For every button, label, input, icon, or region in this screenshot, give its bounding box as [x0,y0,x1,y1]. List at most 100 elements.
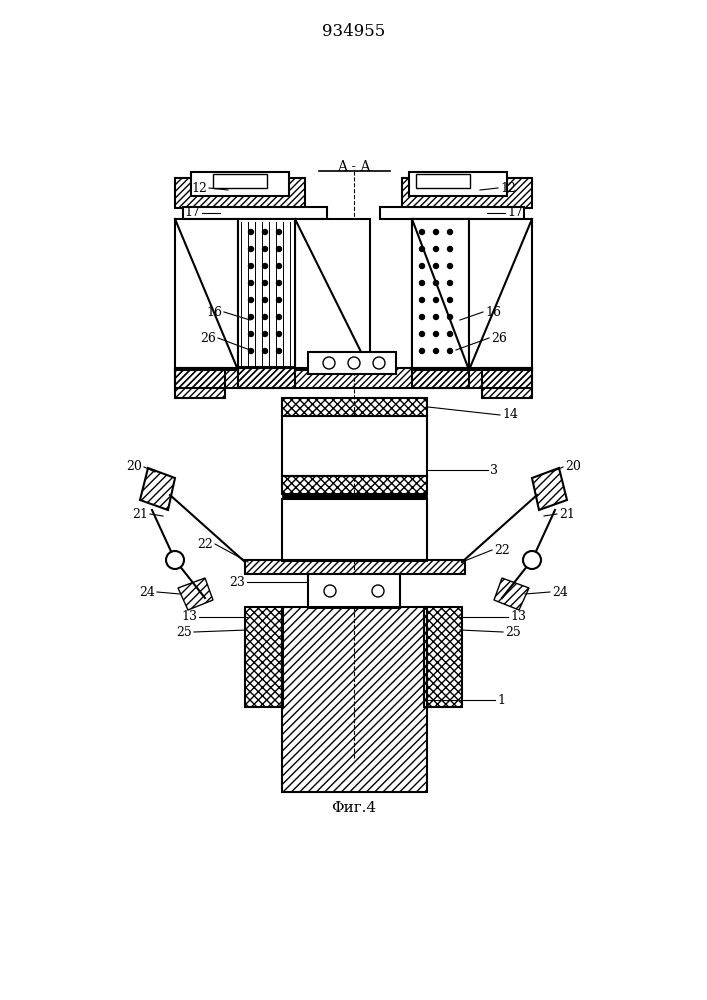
Circle shape [433,298,438,302]
Circle shape [448,246,452,251]
Circle shape [419,230,424,234]
Circle shape [419,349,424,354]
Bar [238,219,295,367]
Bar [282,416,427,476]
Text: 3: 3 [490,464,498,477]
Circle shape [248,349,254,354]
Circle shape [448,332,452,336]
Bar [238,368,295,388]
Circle shape [433,263,438,268]
Circle shape [419,332,424,336]
Circle shape [419,263,424,268]
Circle shape [276,332,281,336]
Bar [191,172,289,196]
Bar [412,368,469,388]
Text: 23: 23 [229,576,245,588]
Circle shape [248,246,254,251]
Circle shape [276,349,281,354]
Text: 20: 20 [565,460,581,474]
Bar [175,368,225,398]
Polygon shape [412,219,469,370]
Circle shape [276,280,281,286]
Circle shape [262,332,267,336]
Circle shape [248,332,254,336]
Circle shape [262,280,267,286]
Text: A - A: A - A [337,160,370,174]
Text: 26: 26 [491,332,507,344]
Circle shape [276,230,281,234]
Circle shape [448,298,452,302]
Bar [245,560,465,574]
Text: 17: 17 [184,207,200,220]
Text: 12: 12 [191,182,207,194]
Circle shape [419,246,424,251]
Circle shape [433,314,438,320]
Text: 14: 14 [502,408,518,422]
Bar [245,607,283,707]
Circle shape [433,280,438,286]
Circle shape [276,246,281,251]
Circle shape [262,246,267,251]
Bar [424,607,462,707]
Bar [183,207,327,219]
Text: 20: 20 [126,460,142,474]
Circle shape [419,298,424,302]
Bar [282,476,427,494]
Circle shape [373,357,385,369]
Bar [213,174,267,188]
Circle shape [248,298,254,302]
Circle shape [523,551,541,569]
Text: 1: 1 [497,694,505,706]
Text: 24: 24 [552,585,568,598]
Text: 21: 21 [559,508,575,520]
Circle shape [323,357,335,369]
Circle shape [248,230,254,234]
Bar [412,219,469,367]
Text: 17: 17 [507,207,523,220]
Circle shape [448,230,452,234]
Text: Φиг.4: Φиг.4 [332,801,377,815]
Circle shape [419,280,424,286]
Text: 16: 16 [206,306,222,318]
Bar [380,207,524,219]
Polygon shape [175,219,238,370]
Bar [402,178,532,208]
Circle shape [276,263,281,268]
Circle shape [262,230,267,234]
Bar [282,607,427,792]
Bar [308,574,400,608]
Bar [175,178,305,208]
Text: 24: 24 [139,585,155,598]
Text: 21: 21 [132,508,148,520]
Text: 22: 22 [494,544,510,556]
Text: 25: 25 [505,626,521,639]
Text: 26: 26 [200,332,216,344]
Circle shape [248,263,254,268]
Circle shape [433,230,438,234]
Circle shape [448,349,452,354]
Bar [482,368,532,398]
Circle shape [248,280,254,286]
Bar [308,352,396,374]
Polygon shape [469,219,532,370]
Text: 12: 12 [500,182,516,194]
Polygon shape [295,219,370,370]
Circle shape [448,314,452,320]
Circle shape [262,298,267,302]
Circle shape [248,314,254,320]
Circle shape [276,298,281,302]
Text: 13: 13 [510,610,526,624]
Text: 22: 22 [197,538,213,550]
Bar [282,499,427,561]
Bar [282,398,427,416]
Circle shape [348,357,360,369]
Circle shape [433,332,438,336]
Bar [175,368,532,388]
Bar [409,172,507,196]
Circle shape [262,263,267,268]
Text: 934955: 934955 [322,23,385,40]
Circle shape [262,349,267,354]
Text: 25: 25 [176,626,192,639]
Circle shape [448,263,452,268]
Circle shape [276,314,281,320]
